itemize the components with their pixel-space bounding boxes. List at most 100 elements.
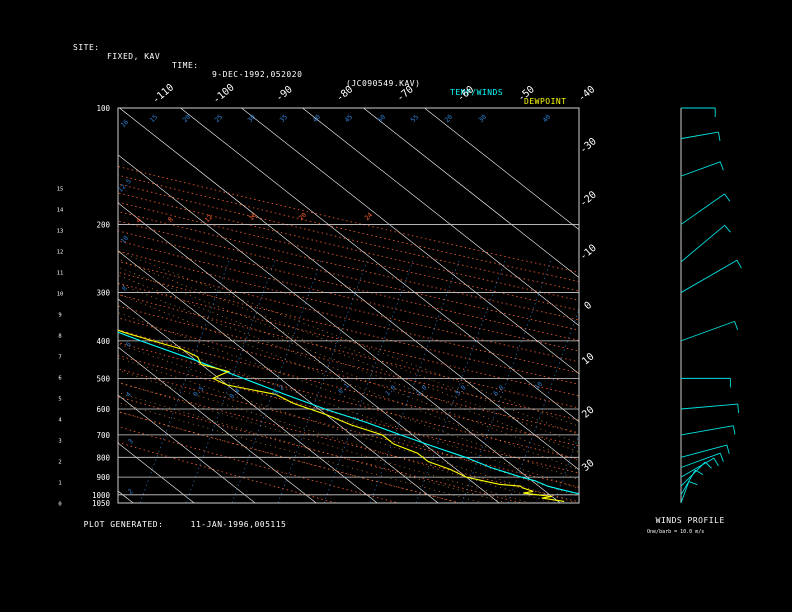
mixing-ratio-label: 25 xyxy=(213,113,224,124)
adiabat-label: 8 xyxy=(166,215,174,223)
time-label: TIME: xyxy=(172,61,199,70)
dry-adiabat xyxy=(118,201,579,311)
generated-label: PLOT GENERATED: xyxy=(83,520,164,529)
top-temp-tick-label: -40 xyxy=(576,84,597,104)
pressure-tick-label: 900 xyxy=(96,473,110,482)
top-temp-tick-label: -50 xyxy=(516,84,537,104)
mixing-ratio-label: 1.0 xyxy=(384,384,398,398)
winds-title: WINDS PROFILE xyxy=(655,516,725,525)
file-id: (JC090549.KAV) xyxy=(346,79,421,88)
top-temp-tick-label: -90 xyxy=(274,84,295,104)
mixing-ratio-line xyxy=(277,257,369,503)
top-temp-tick-label: -60 xyxy=(455,84,476,104)
isotherm-line xyxy=(118,442,195,503)
mixing-ratio-label: 2 xyxy=(126,487,134,495)
wind-shaft xyxy=(680,444,727,458)
pressure-tick-label: 400 xyxy=(96,337,110,346)
mixing-ratio-label: 0.1 xyxy=(337,382,351,396)
footer-generated-value-wrap: 11-JAN-1996,005115 xyxy=(180,511,286,529)
mixing-ratio-label: 8 xyxy=(120,284,128,292)
isotherm-line xyxy=(118,346,317,503)
height-tick-label: 3 xyxy=(58,439,61,445)
adiabat-label: 24 xyxy=(363,211,374,222)
wind-barb xyxy=(704,461,712,469)
wind-barb xyxy=(724,193,731,202)
mixing-ratio-label: 3 xyxy=(126,437,134,445)
wind-shaft xyxy=(680,452,721,468)
mixing-ratio-label: 50 xyxy=(376,113,387,124)
mixing-ratio-label: 20 xyxy=(443,113,454,124)
mixing-ratio-label: 15 xyxy=(148,113,159,124)
mixing-ratio-label: 0.5 xyxy=(192,385,206,399)
height-tick-label: 0 xyxy=(58,502,61,508)
adiabat-label: 20 xyxy=(297,211,308,222)
pressure-tick-label: 800 xyxy=(96,453,110,462)
height-tick-label: 9 xyxy=(58,313,61,319)
height-tick-label: 14 xyxy=(57,208,64,214)
top-temp-tick-label: -110 xyxy=(151,82,177,106)
pressure-tick-label: 100 xyxy=(96,104,110,113)
height-tick-label: 8 xyxy=(58,334,61,340)
winds-profile-note: One/barb = 10.0 m/s xyxy=(641,523,704,535)
pressure-tick-label: 1050 xyxy=(92,499,111,508)
wind-shaft xyxy=(680,224,725,263)
mixing-ratio-label: 35 xyxy=(278,113,289,124)
mixing-ratio-line xyxy=(553,434,579,503)
top-temp-tick-label: -100 xyxy=(211,82,237,106)
right-temp-tick-label: -30 xyxy=(578,136,599,156)
height-tick-label: 6 xyxy=(58,376,61,382)
adiabat-label: 12 xyxy=(203,213,214,224)
mixing-ratio-label: 12.5 xyxy=(116,177,133,194)
right-temp-tick-label: 0 xyxy=(583,300,595,312)
mixing-ratio-label: 2.0 xyxy=(415,384,429,398)
isotherm-line xyxy=(118,394,256,503)
winds-profile xyxy=(680,107,742,504)
background-lines xyxy=(118,108,579,503)
height-tick-label: 2 xyxy=(58,460,61,466)
isotherm-line xyxy=(118,298,378,503)
height-tick-label: 13 xyxy=(57,229,64,235)
height-tick-label: 10 xyxy=(57,292,64,298)
wind-barb xyxy=(734,321,739,330)
moist-adiabat xyxy=(118,250,579,427)
right-temp-tick-label: 30 xyxy=(580,458,596,474)
isotherm-line xyxy=(180,108,579,423)
time-value: 9-DEC-1992,052020 xyxy=(212,70,303,79)
legend-dewpoint: DEWPOINT xyxy=(524,97,567,106)
wind-shaft xyxy=(680,193,725,225)
moist-adiabat xyxy=(118,392,507,503)
right-temp-tick-label: 20 xyxy=(580,404,596,420)
wind-shaft xyxy=(680,403,738,410)
top-temp-tick-label: -80 xyxy=(334,84,355,104)
dry-adiabat xyxy=(118,411,460,503)
wind-barb xyxy=(717,131,721,141)
mixing-ratio-label: 10 xyxy=(119,234,130,245)
height-tick-label: 5 xyxy=(58,397,61,403)
footer-generated: PLOT GENERATED: xyxy=(73,511,163,529)
moist-adiabat xyxy=(118,381,531,503)
mixing-ratio-label: 6 xyxy=(124,340,132,348)
dry-adiabat xyxy=(118,317,579,434)
wind-barb xyxy=(732,425,736,435)
mixing-ratio-line xyxy=(185,257,277,503)
moist-adiabat xyxy=(118,370,554,503)
dry-adiabat xyxy=(118,355,579,474)
isotherm-line xyxy=(363,108,579,279)
winds-note: One/barb = 10.0 m/s xyxy=(647,529,705,535)
mixing-ratio-label: 20 xyxy=(181,113,192,124)
moist-adiabat xyxy=(118,274,579,453)
dry-adiabat xyxy=(118,192,579,301)
pressure-tick-label: 700 xyxy=(96,431,110,440)
generated-value: 11-JAN-1996,005115 xyxy=(190,520,287,529)
isotherm-line xyxy=(118,250,439,503)
dry-adiabat xyxy=(118,426,399,503)
height-tick-label: 4 xyxy=(58,418,62,424)
wind-barb xyxy=(713,457,719,467)
plot-frame xyxy=(117,107,580,504)
winds-profile-title: WINDS PROFILE xyxy=(645,507,725,525)
isobar-lines xyxy=(118,107,579,496)
wind-barb xyxy=(736,260,742,269)
mixing-ratio-label: 0.4 xyxy=(228,387,242,401)
isotherm-line xyxy=(118,490,134,503)
mixing-ratio-label: 40 xyxy=(311,113,322,124)
